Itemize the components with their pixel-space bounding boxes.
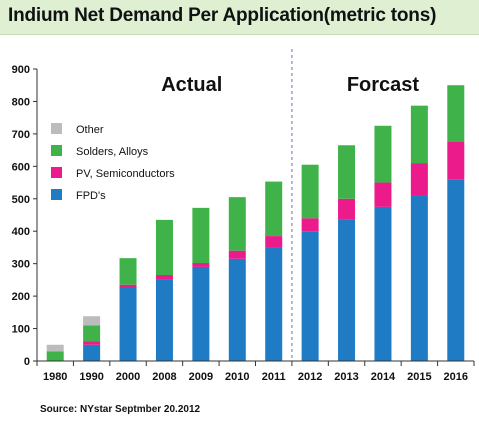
bar-segment-other-1980 [46,344,64,352]
x-tick-label-2016: 2016 [444,371,468,383]
y-tick-label: 200 [12,291,30,303]
bar-segment-fpd-s-2008 [155,279,173,361]
bar-segment-solders-alloys-2000 [119,258,137,285]
y-tick-label: 300 [12,259,30,271]
bar-segment-solders-alloys-2010 [228,197,246,251]
annotation-forcast: Forcast [347,74,420,96]
x-tick-label-2014: 2014 [371,371,396,383]
x-tick-label-1980: 1980 [43,371,67,383]
bar-segment-solders-alloys-1990 [83,325,101,342]
bar-segment-other-1990 [83,316,101,326]
bar-segment-solders-alloys-2012 [301,164,319,219]
x-tick-label-2011: 2011 [262,371,286,383]
bar-segment-fpd-s-2013 [338,219,356,361]
bar-segment-solders-alloys-2016 [447,85,465,142]
bar-segment-fpd-s-2000 [119,288,137,361]
legend-label: FPD's [76,190,106,202]
bar-segment-solders-alloys-2013 [338,145,356,199]
bar-segment-fpd-s-2014 [374,206,392,361]
x-tick-label-1990: 1990 [79,371,103,383]
legend-swatch-solders-alloys [51,145,62,156]
bar-segment-fpd-s-2010 [228,258,246,361]
bar-segment-pv-semiconductors-2015 [410,163,428,196]
legend-swatch-fpd-s [51,189,62,200]
y-tick-label: 400 [12,226,30,238]
legend-label: Solders, Alloys [76,146,149,158]
legend-swatch-pv-semiconductors [51,167,62,178]
bar-segment-fpd-s-2009 [192,266,210,361]
bar-segment-pv-semiconductors-2016 [447,142,465,180]
legend-swatch-other [51,123,62,134]
annotation-actual: Actual [161,74,222,96]
x-tick-label-2009: 2009 [189,371,213,383]
bar-segment-fpd-s-2015 [410,195,428,361]
bar-segment-pv-semiconductors-2010 [228,250,246,259]
source-note: Source: NYstar Septmber 20.2012 [40,404,201,415]
bar-segment-pv-semiconductors-2000 [119,284,137,288]
bar-segment-solders-alloys-2014 [374,125,392,183]
bar-segment-fpd-s-2012 [301,231,319,361]
x-tick-label-2013: 2013 [334,371,358,383]
y-tick-label: 100 [12,324,30,336]
title-bar: Indium Net Demand Per Application(metric… [0,0,479,35]
legend-label: Other [76,124,104,136]
y-tick-label: 500 [12,194,30,206]
bar-segment-pv-semiconductors-2012 [301,218,319,232]
x-tick-label-2012: 2012 [298,371,322,383]
y-tick-label: 900 [12,64,30,76]
bar-segment-solders-alloys-2015 [410,105,428,164]
x-tick-label-2010: 2010 [225,371,249,383]
bar-segment-fpd-s-1990 [83,344,101,361]
bar-segment-pv-semiconductors-2011 [265,236,283,248]
y-tick-label: 800 [12,96,30,108]
legend-label: PV, Semiconductors [76,168,175,180]
bar-segment-pv-semiconductors-2014 [374,182,392,207]
bar-segment-solders-alloys-1980 [46,351,64,361]
x-tick-label-2015: 2015 [407,371,431,383]
y-tick-label: 0 [24,356,30,368]
bar-segment-pv-semiconductors-2008 [155,275,173,280]
x-tick-label-2000: 2000 [116,371,140,383]
bar-segment-pv-semiconductors-2009 [192,263,210,267]
bar-segment-pv-semiconductors-2013 [338,198,356,220]
bar-segment-fpd-s-2011 [265,247,283,361]
bar-segment-pv-semiconductors-1990 [83,341,101,345]
x-tick-label-2008: 2008 [152,371,176,383]
bar-segment-fpd-s-2016 [447,179,465,361]
y-tick-label: 700 [12,129,30,141]
chart-title: Indium Net Demand Per Application(metric… [8,5,437,26]
bar-segment-solders-alloys-2009 [192,207,210,264]
bar-segment-solders-alloys-2008 [155,219,173,276]
y-tick-label: 600 [12,161,30,173]
bar-segment-solders-alloys-2011 [265,181,283,237]
